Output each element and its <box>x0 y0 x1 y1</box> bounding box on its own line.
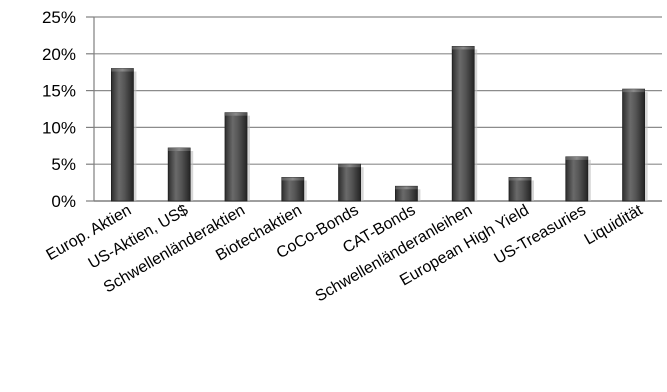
bars <box>111 46 648 202</box>
y-tick-label: 15% <box>42 82 76 101</box>
bar <box>281 177 307 202</box>
bar <box>111 68 137 202</box>
bar <box>167 147 194 202</box>
bar <box>451 46 478 202</box>
y-tick-label: 25% <box>42 8 76 27</box>
y-axis: 0% 5% 10% 15% 20% 25% <box>42 8 95 211</box>
y-tick-label: 10% <box>42 118 76 137</box>
bar <box>394 185 421 202</box>
y-tick-label: 0% <box>51 192 76 211</box>
x-category-label: Liquidität <box>582 201 646 248</box>
bar <box>224 112 250 202</box>
bar <box>338 163 364 202</box>
y-tick-label: 20% <box>42 45 76 64</box>
bar <box>622 88 648 202</box>
bar <box>565 156 591 202</box>
bar <box>508 177 534 202</box>
y-tick-label: 5% <box>51 155 76 174</box>
